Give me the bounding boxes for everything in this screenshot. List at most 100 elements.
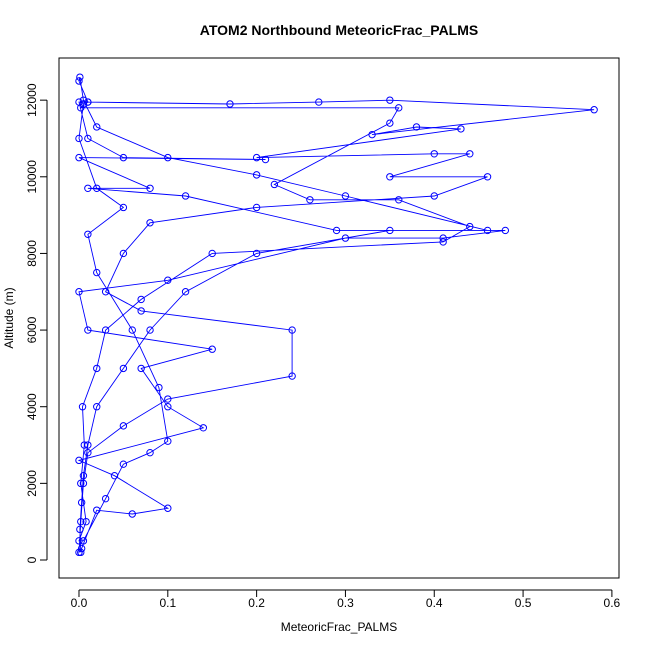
data-point bbox=[77, 479, 85, 488]
y-tick-label: 4000 bbox=[25, 393, 39, 420]
data-point bbox=[137, 364, 145, 373]
y-tick-label: 2000 bbox=[25, 470, 39, 497]
data-point bbox=[79, 471, 88, 480]
data-point bbox=[76, 73, 84, 81]
data-point bbox=[199, 424, 208, 432]
data-point bbox=[439, 234, 447, 242]
data-point bbox=[430, 192, 438, 200]
data-point bbox=[75, 456, 83, 465]
data-point bbox=[341, 192, 350, 200]
data-point bbox=[119, 460, 128, 468]
data-point bbox=[119, 364, 128, 373]
x-tick-label: 0.0 bbox=[71, 596, 88, 610]
data-point bbox=[119, 422, 128, 430]
data-point bbox=[79, 479, 88, 488]
data-point bbox=[395, 196, 403, 204]
data-point bbox=[84, 326, 92, 334]
data-point bbox=[270, 180, 279, 189]
x-tick-label: 0.5 bbox=[515, 596, 532, 610]
data-point bbox=[457, 125, 465, 133]
data-point bbox=[261, 155, 270, 164]
data-point bbox=[155, 383, 163, 392]
data-point bbox=[146, 448, 154, 457]
data-point bbox=[164, 395, 172, 403]
data-point bbox=[386, 119, 394, 127]
data-point bbox=[128, 510, 136, 518]
data-point bbox=[288, 326, 296, 334]
data-point bbox=[75, 77, 83, 85]
data-point bbox=[93, 268, 101, 277]
data-point bbox=[75, 537, 83, 545]
data-point bbox=[77, 544, 86, 553]
x-tick-label: 0.2 bbox=[248, 596, 265, 610]
data-point bbox=[208, 345, 216, 353]
data-point bbox=[82, 517, 90, 526]
y-tick-label: 10000 bbox=[25, 160, 39, 194]
data-point bbox=[101, 494, 110, 503]
data-point bbox=[146, 326, 154, 334]
data-point bbox=[84, 98, 92, 106]
data-point bbox=[252, 203, 261, 212]
x-tick-label: 0.6 bbox=[604, 596, 621, 610]
data-point bbox=[84, 441, 92, 449]
data-point bbox=[75, 288, 83, 296]
x-axis-label: MeteoricFrac_PALMS bbox=[281, 620, 397, 634]
data-point bbox=[110, 471, 119, 480]
y-tick-label: 12000 bbox=[25, 83, 39, 117]
x-tick-label: 0.1 bbox=[159, 596, 176, 610]
data-point bbox=[80, 441, 89, 449]
data-point bbox=[252, 249, 261, 258]
data-point bbox=[93, 123, 101, 131]
data-point bbox=[466, 150, 474, 158]
y-axis-label: Altitude (m) bbox=[2, 287, 16, 348]
data-point bbox=[288, 372, 296, 380]
data-point bbox=[137, 295, 145, 304]
data-point bbox=[501, 226, 510, 235]
y-tick-label: 0 bbox=[25, 556, 39, 563]
data-point bbox=[181, 288, 190, 296]
data-point bbox=[84, 184, 92, 192]
data-point bbox=[590, 106, 598, 114]
data-point bbox=[75, 153, 83, 162]
data-point bbox=[119, 249, 128, 258]
data-point bbox=[77, 498, 86, 507]
data-point bbox=[101, 288, 110, 296]
data-point bbox=[75, 134, 83, 143]
data-point bbox=[79, 100, 88, 108]
data-point bbox=[93, 403, 101, 411]
data-point bbox=[93, 184, 101, 192]
data-point bbox=[146, 184, 154, 192]
data-point bbox=[164, 504, 172, 512]
data-point bbox=[483, 226, 492, 235]
data-point bbox=[226, 100, 234, 108]
data-point bbox=[164, 276, 172, 284]
data-point bbox=[386, 226, 394, 235]
data-point bbox=[252, 153, 261, 162]
data-point bbox=[181, 192, 190, 200]
data-point bbox=[101, 326, 110, 334]
data-point bbox=[341, 234, 350, 242]
data-point bbox=[368, 130, 376, 139]
data-point bbox=[430, 150, 438, 158]
data-point bbox=[84, 230, 92, 238]
data-line bbox=[77, 77, 595, 554]
data-point bbox=[93, 364, 101, 373]
data-point bbox=[146, 219, 154, 227]
data-point bbox=[84, 448, 92, 457]
data-point bbox=[466, 222, 474, 231]
data-point bbox=[439, 238, 447, 246]
data-point bbox=[306, 196, 314, 204]
data-point bbox=[315, 98, 323, 106]
data-point bbox=[128, 326, 136, 334]
chart-title: ATOM2 Northbound MeteoricFrac_PALMS bbox=[200, 22, 478, 38]
data-point bbox=[208, 249, 216, 258]
data-point bbox=[137, 307, 145, 315]
data-point bbox=[483, 173, 492, 181]
data-point bbox=[164, 153, 172, 162]
plot-frame bbox=[58, 57, 620, 579]
data-point bbox=[119, 153, 128, 162]
data-point bbox=[412, 123, 421, 131]
data-point bbox=[119, 203, 128, 212]
